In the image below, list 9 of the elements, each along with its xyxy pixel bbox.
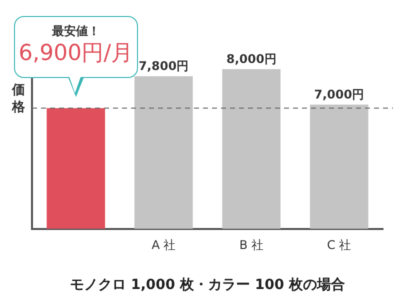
y-axis-title: 価格 [12, 82, 26, 116]
x-tick-label: B 社 [239, 238, 264, 252]
data-label: 6,900円/月 [18, 40, 134, 68]
data-label: 7,800円 [138, 59, 189, 74]
data-label: 8,000円 [226, 52, 276, 66]
x-axis-title: モノクロ 1,000 枚・カラー 100 枚の場合 [70, 277, 346, 294]
x-tick-label: C 社 [327, 238, 352, 252]
x-tick-label: A 社 [152, 238, 176, 252]
data-label: 7,000円 [314, 88, 364, 102]
